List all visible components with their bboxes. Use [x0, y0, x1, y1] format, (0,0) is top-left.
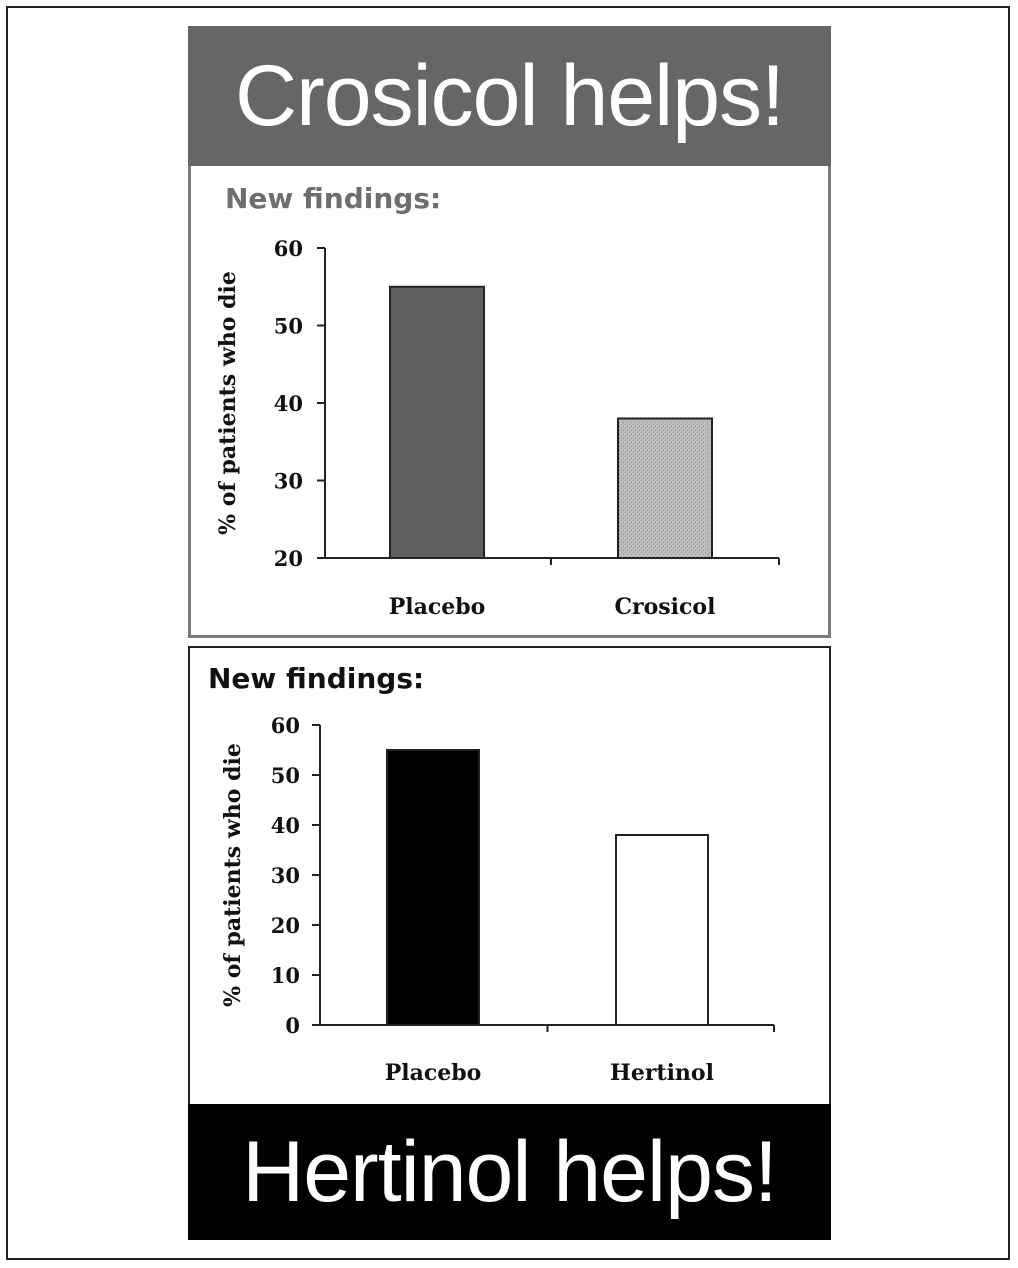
x-tick-label-placebo: Placebo — [385, 1060, 482, 1086]
bar-crosicol — [617, 417, 713, 559]
crosicol-chart-panel: New findings: % of patients who die Placeb… — [188, 166, 831, 638]
outer-frame — [6, 6, 1010, 1260]
y-tick-label: 20 — [274, 546, 303, 571]
x-tick-label-placebo: Placebo — [389, 594, 486, 620]
y-tick-label: 60 — [274, 236, 303, 261]
chart-heading: New findings: — [208, 662, 424, 695]
crosicol-chart: New findings: % of patients who die Placeb… — [215, 182, 780, 620]
hertinol-banner: Hertinol helps! — [188, 1104, 831, 1240]
y-tick-label: 20 — [271, 913, 300, 938]
y-axis-label: % of patients who die — [220, 743, 246, 1007]
crosicol-banner-title: Crosicol helps! — [235, 48, 785, 144]
y-tick-label: 50 — [271, 763, 300, 788]
bar-placebo — [389, 285, 485, 559]
y-axis-label: % of patients who die — [215, 271, 241, 535]
hertinol-chart-panel: New findings: % of patients who die Placeb… — [188, 646, 831, 1106]
y-tick-label: 30 — [271, 863, 300, 888]
y-tick-label: 40 — [271, 813, 300, 838]
y-tick-label: 50 — [274, 314, 303, 339]
hertinol-chart: New findings: % of patients who die Placeb… — [208, 662, 775, 1086]
hertinol-banner-title: Hertinol helps! — [242, 1124, 778, 1220]
y-tick-label: 0 — [285, 1013, 300, 1038]
chart-heading: New findings: — [225, 182, 441, 215]
bar-hertinol — [615, 834, 709, 1026]
x-tick-label-crosicol: Crosicol — [615, 594, 716, 620]
y-tick-label: 10 — [271, 963, 300, 988]
y-tick-label: 60 — [271, 713, 300, 738]
y-tick-label: 30 — [274, 469, 303, 494]
bar-placebo — [386, 749, 480, 1026]
x-tick-label-hertinol: Hertinol — [610, 1060, 714, 1086]
crosicol-banner: Crosicol helps! — [188, 26, 831, 166]
y-tick-label: 40 — [274, 391, 303, 416]
